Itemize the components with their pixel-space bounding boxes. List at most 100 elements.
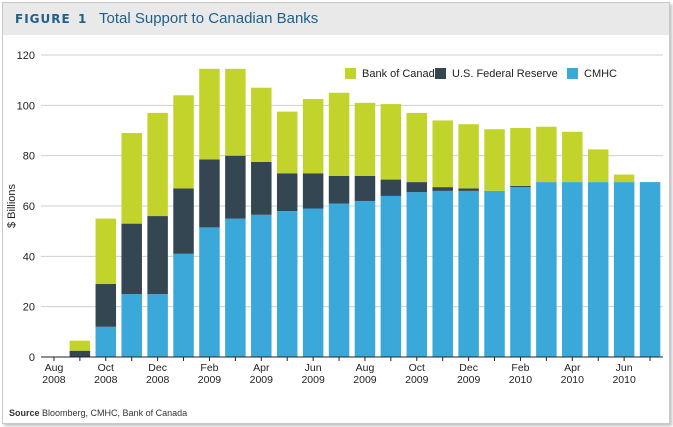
legend-label-u-s-federal-reserve: U.S. Federal Reserve [452,68,558,80]
bar-segment-bank-of-canada [354,102,376,176]
bar-segment-cmhc [432,190,453,357]
bar-segment-bank-of-canada [225,68,246,156]
bar-segment-u-s-federal-reserve [510,185,531,188]
bar-segment-cmhc [328,203,350,357]
bar-segment-bank-of-canada [69,340,91,351]
legend-swatch-bank-of-canada [345,68,356,79]
figure-label: FIGURE [15,12,71,26]
figure-number: 1 [78,12,87,26]
x-tick-label-year: 2010 [612,374,636,386]
bar-segment-cmhc [95,326,117,357]
bar-segment-u-s-federal-reserve [406,182,428,193]
y-tick-label: 120 [17,50,35,62]
bar-segment-cmhc [639,182,661,357]
y-tick-label: 0 [29,352,35,364]
bar-segment-cmhc [510,187,531,357]
bar-segment-cmhc [354,200,376,357]
bar-segment-bank-of-canada [199,68,220,160]
bar-segment-u-s-federal-reserve [121,223,142,295]
bar-segment-bank-of-canada [562,131,583,183]
bar-segment-cmhc [562,182,583,357]
x-tick-label-month: Dec [148,362,167,374]
bar-segment-cmhc [406,192,428,357]
bar-segment-u-s-federal-reserve [69,350,91,357]
x-tick-label-month: Oct [98,362,114,374]
bar-segment-cmhc [147,294,168,357]
bar-segment-cmhc [121,294,142,357]
y-tick-label: 100 [17,100,35,112]
bar-segment-u-s-federal-reserve [302,173,324,209]
x-tick-label-month: Oct [409,362,425,374]
source-text: Bloomberg, CMHC, Bank of Canada [42,408,188,418]
bar-segment-bank-of-canada [406,112,428,183]
bar-segment-cmhc [458,190,479,357]
bar-segment-u-s-federal-reserve [276,173,298,212]
x-tick-label-month: Jun [616,362,633,374]
bar-segment-bank-of-canada [95,218,117,285]
bar-segment-bank-of-canada [613,174,635,183]
y-tick-label: 60 [23,201,35,213]
bar-segment-bank-of-canada [458,124,479,189]
title-bar: FIGURE 1 Total Support to Canadian Banks [3,3,669,35]
bar-segment-cmhc [380,195,402,357]
legend-swatch-cmhc [567,68,578,79]
bar-segment-bank-of-canada [121,133,142,224]
bar-segment-cmhc [484,190,505,357]
bar-segment-bank-of-canada [380,104,402,180]
source-note: Source Bloomberg, CMHC, Bank of Canada [9,408,187,418]
bar-segment-cmhc [276,211,298,357]
bar-segment-bank-of-canada [173,95,194,189]
bar-segment-bank-of-canada [510,127,531,186]
bar-segment-bank-of-canada [302,99,324,174]
bar-segment-cmhc [587,182,609,357]
bar-segment-cmhc [199,227,220,357]
bar-segment-cmhc [225,218,246,357]
x-tick-label-year: 2008 [146,374,170,386]
bar-segment-u-s-federal-reserve [458,188,479,191]
bar-segment-bank-of-canada [147,112,168,217]
bar-segment-cmhc [173,253,194,357]
x-tick-label-year: 2009 [301,374,325,386]
x-tick-label-month: Dec [459,362,478,374]
y-tick-label: 20 [23,302,35,314]
bar-segment-bank-of-canada [587,149,609,183]
bar-segment-cmhc [613,182,635,357]
x-tick-label-year: 2009 [250,374,274,386]
chart-title: Total Support to Canadian Banks [99,10,319,27]
x-tick-label-month: Apr [564,362,581,374]
x-tick-label-year: 2008 [94,374,118,386]
bar-segment-bank-of-canada [251,87,272,162]
bar-segment-cmhc [251,214,272,357]
bar-segment-bank-of-canada [536,126,557,183]
x-tick-label-year: 2009 [457,374,481,386]
bar-segment-u-s-federal-reserve [225,155,246,219]
x-tick-label-year: 2008 [42,374,66,386]
x-tick-label-month: Aug [356,362,375,374]
x-tick-label-month: Jun [305,362,322,374]
legend-swatch-u-s-federal-reserve [435,68,446,79]
x-tick-label-month: Feb [200,362,218,374]
x-tick-label-year: 2010 [561,374,585,386]
bar-segment-cmhc [302,208,324,357]
bar-segment-bank-of-canada [432,120,453,188]
bar-segment-u-s-federal-reserve [147,216,168,295]
x-tick-label-month: Aug [45,362,64,374]
legend-label-cmhc: CMHC [584,68,617,80]
bar-segment-u-s-federal-reserve [328,175,350,204]
bar-segment-u-s-federal-reserve [199,159,220,228]
bar-segment-u-s-federal-reserve [95,284,117,327]
x-tick-label-year: 2009 [353,374,377,386]
bar-segment-cmhc [536,182,557,357]
y-axis-label: $ Billions [6,183,18,228]
bar-segment-u-s-federal-reserve [251,161,272,215]
legend-label-bank-of-canada: Bank of Canada [362,68,442,80]
x-tick-label-year: 2009 [405,374,429,386]
bar-segment-bank-of-canada [276,111,298,174]
bar-segment-u-s-federal-reserve [380,179,402,196]
bar-segment-u-s-federal-reserve [432,187,453,191]
bar-segment-bank-of-canada [328,92,350,176]
x-tick-label-year: 2010 [509,374,533,386]
x-tick-label-year: 2009 [198,374,222,386]
